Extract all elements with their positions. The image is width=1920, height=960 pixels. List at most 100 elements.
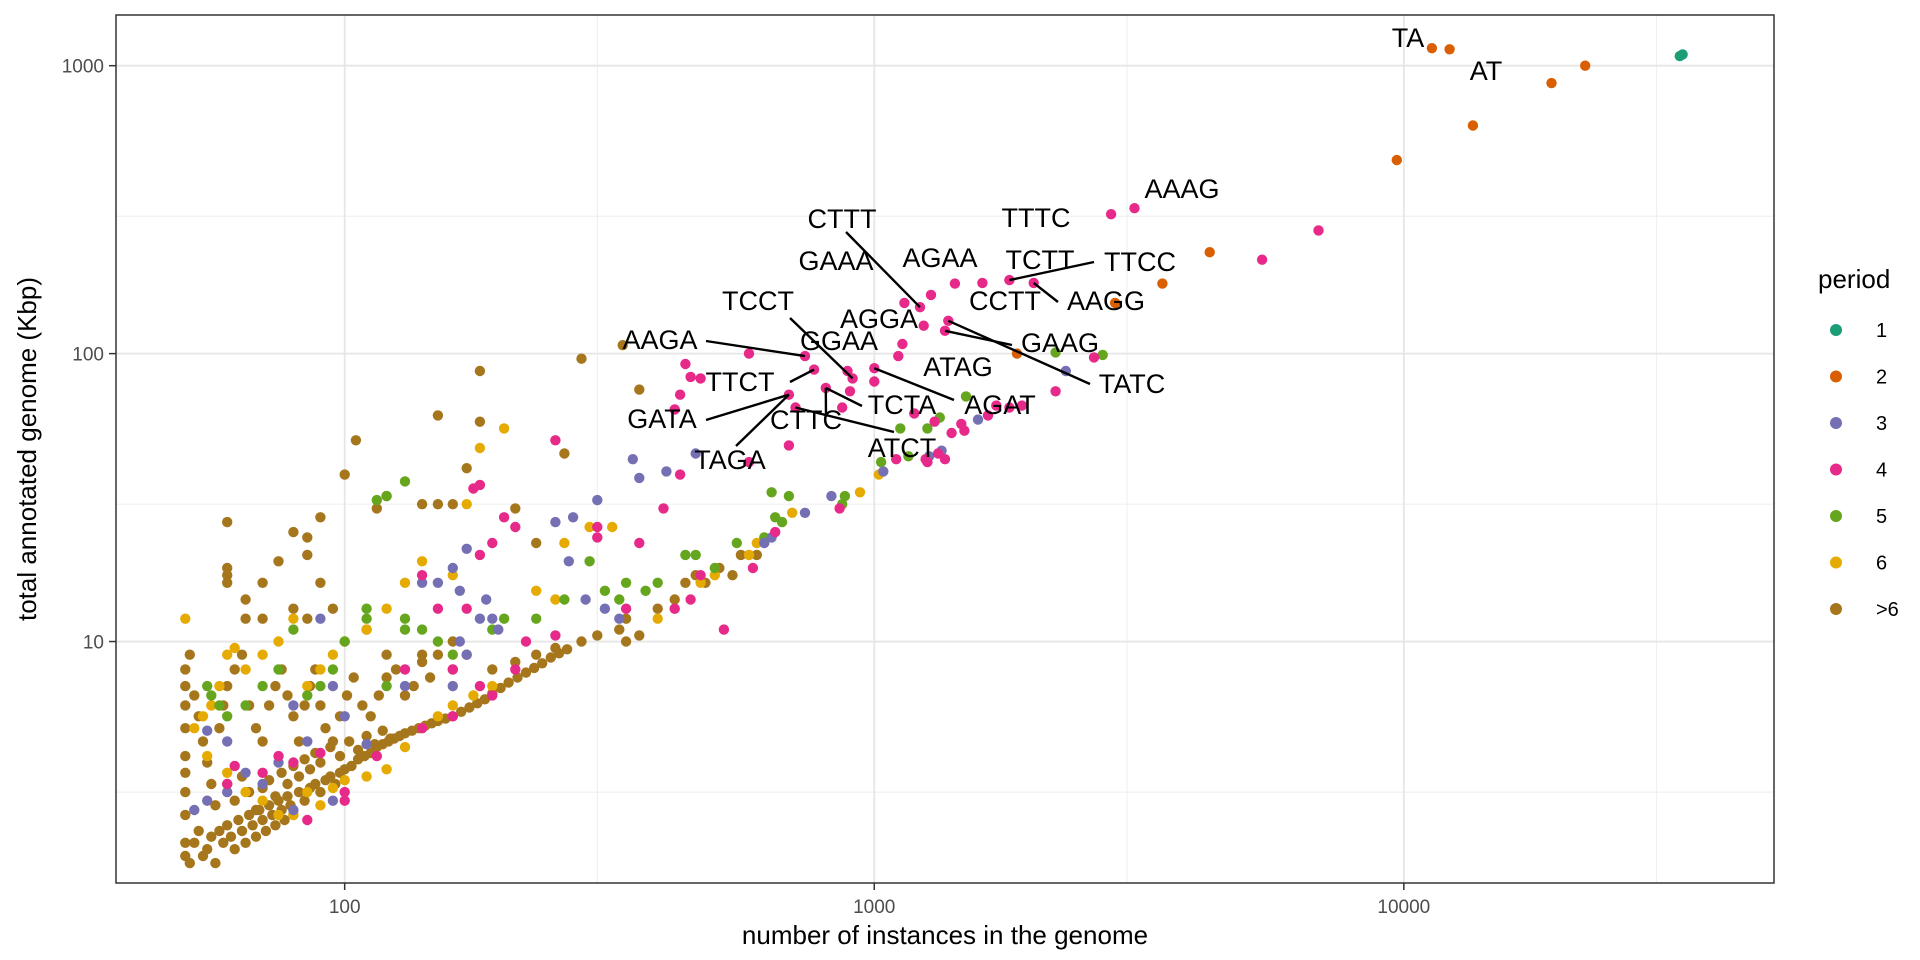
- data-point-period-5: [214, 700, 225, 711]
- data-point-period-3: [799, 507, 811, 518]
- data-point-period-4: [837, 402, 848, 413]
- data-point-period-5: [766, 487, 777, 498]
- data-point-period-3: [288, 700, 299, 711]
- data-point-period-gt6: [735, 549, 747, 561]
- data-point-period-gt6: [520, 667, 532, 678]
- y-axis-ticks: 10 100 1000: [62, 57, 116, 654]
- x-tick-label: 100: [329, 897, 361, 918]
- data-point-period-4: [844, 386, 856, 397]
- data-point-period-5: [273, 664, 284, 675]
- data-point-period-6: [240, 786, 251, 798]
- annotation-label: AAGA: [622, 325, 697, 355]
- annotation-label: TTCC: [1104, 247, 1176, 277]
- data-point-period-3: [447, 562, 458, 574]
- data-point-period-6: [652, 613, 663, 624]
- data-point-period-2: [1204, 247, 1215, 258]
- data-point-period-gt6: [180, 664, 191, 675]
- data-point-period-gt6: [512, 672, 523, 683]
- data-point-period-gt6: [432, 410, 444, 421]
- data-point-period-5: [202, 680, 213, 692]
- annotation-leader-line: [789, 317, 854, 380]
- annotation-leader-line: [735, 393, 790, 447]
- data-point-period-4: [891, 454, 902, 465]
- data-point-period-6: [487, 680, 498, 692]
- data-point-period-gt6: [240, 613, 251, 624]
- data-point-period-gt6: [299, 754, 310, 765]
- data-point-period-4: [447, 664, 458, 675]
- data-point-period-3: [567, 512, 579, 523]
- y-tick-label: 1000: [62, 57, 104, 78]
- data-point-period-gt6: [299, 795, 310, 806]
- data-point-period-5: [240, 700, 251, 711]
- data-point-period-4: [718, 624, 730, 635]
- data-point-period-gt6: [325, 741, 336, 753]
- data-point-period-3: [222, 736, 233, 747]
- annotation-label: TCTT: [1006, 245, 1075, 275]
- data-point-period-gt6: [260, 825, 272, 837]
- data-point-period-5: [1097, 349, 1108, 361]
- data-point-period-gt6: [229, 795, 240, 806]
- data-point-period-4: [510, 521, 521, 533]
- data-point-period-6: [743, 549, 755, 561]
- data-point-period-5: [531, 613, 542, 624]
- data-point-period-gt6: [189, 690, 200, 701]
- data-point-period-5: [498, 613, 510, 624]
- data-point-period-5: [371, 494, 382, 506]
- data-point-period-3: [257, 778, 268, 790]
- data-point-period-gt6: [222, 516, 233, 528]
- annotation-label: CTTT: [808, 204, 877, 234]
- data-point-period-gt6: [634, 630, 645, 641]
- legend-key: [1830, 556, 1842, 569]
- data-point-period-6: [531, 585, 542, 596]
- data-point-period-gt6: [537, 658, 548, 669]
- data-point-period-gt6: [432, 649, 444, 660]
- data-point-period-4: [416, 723, 428, 734]
- data-point-period-gt6: [263, 700, 275, 711]
- data-point-period-gt6: [293, 786, 305, 798]
- annotation-label: AAAG: [1144, 174, 1219, 204]
- data-point-period-6: [302, 786, 313, 798]
- data-point-period-4: [592, 521, 603, 533]
- data-point-period-gt6: [257, 814, 268, 826]
- annotation-leader-line: [947, 319, 1091, 386]
- data-point-period-3: [288, 804, 299, 816]
- data-point-period-gt6: [225, 831, 237, 842]
- x-tick-label: 10000: [1377, 897, 1430, 918]
- data-point-period-3: [454, 636, 465, 647]
- data-point-period-6: [361, 771, 372, 782]
- data-point-period-gt6: [270, 791, 281, 802]
- data-point-period-5: [839, 490, 851, 502]
- data-point-period-gt6: [424, 672, 436, 683]
- data-point-period-5: [361, 613, 372, 624]
- data-point-period-4: [1313, 225, 1324, 236]
- data-point-period-4: [674, 389, 686, 400]
- data-point-period-3: [302, 736, 313, 747]
- data-point-period-5: [652, 577, 663, 588]
- data-point-period-2: [1580, 60, 1591, 71]
- annotation-label: ATAG: [923, 352, 993, 382]
- data-point-period-4: [669, 603, 680, 614]
- legend-key: [1830, 510, 1842, 522]
- annotation-leader-line: [1009, 260, 1095, 282]
- data-point-period-4: [1050, 386, 1061, 397]
- data-point-period-4: [743, 348, 755, 359]
- annotation-label: AGAT: [964, 390, 1036, 420]
- data-point-period-4: [808, 364, 820, 375]
- data-point-period-gt6: [381, 672, 392, 683]
- data-point-period-gt6: [474, 365, 486, 377]
- data-point-period-gt6: [416, 649, 428, 660]
- data-point-period-gt6: [371, 503, 382, 514]
- data-point-period-4: [498, 512, 510, 523]
- data-point-period-3: [399, 680, 411, 692]
- data-point-period-gt6: [257, 577, 268, 588]
- data-point-period-3: [592, 494, 603, 506]
- data-point-period-gt6: [222, 577, 233, 588]
- data-point-period-4: [920, 454, 931, 465]
- data-point-period-gt6: [270, 820, 281, 831]
- data-point-period-gt6: [620, 636, 632, 647]
- annotation-leader-line: [845, 231, 921, 309]
- data-point-period-6: [273, 636, 284, 647]
- data-point-period-5: [206, 690, 217, 701]
- data-point-period-4: [620, 603, 632, 614]
